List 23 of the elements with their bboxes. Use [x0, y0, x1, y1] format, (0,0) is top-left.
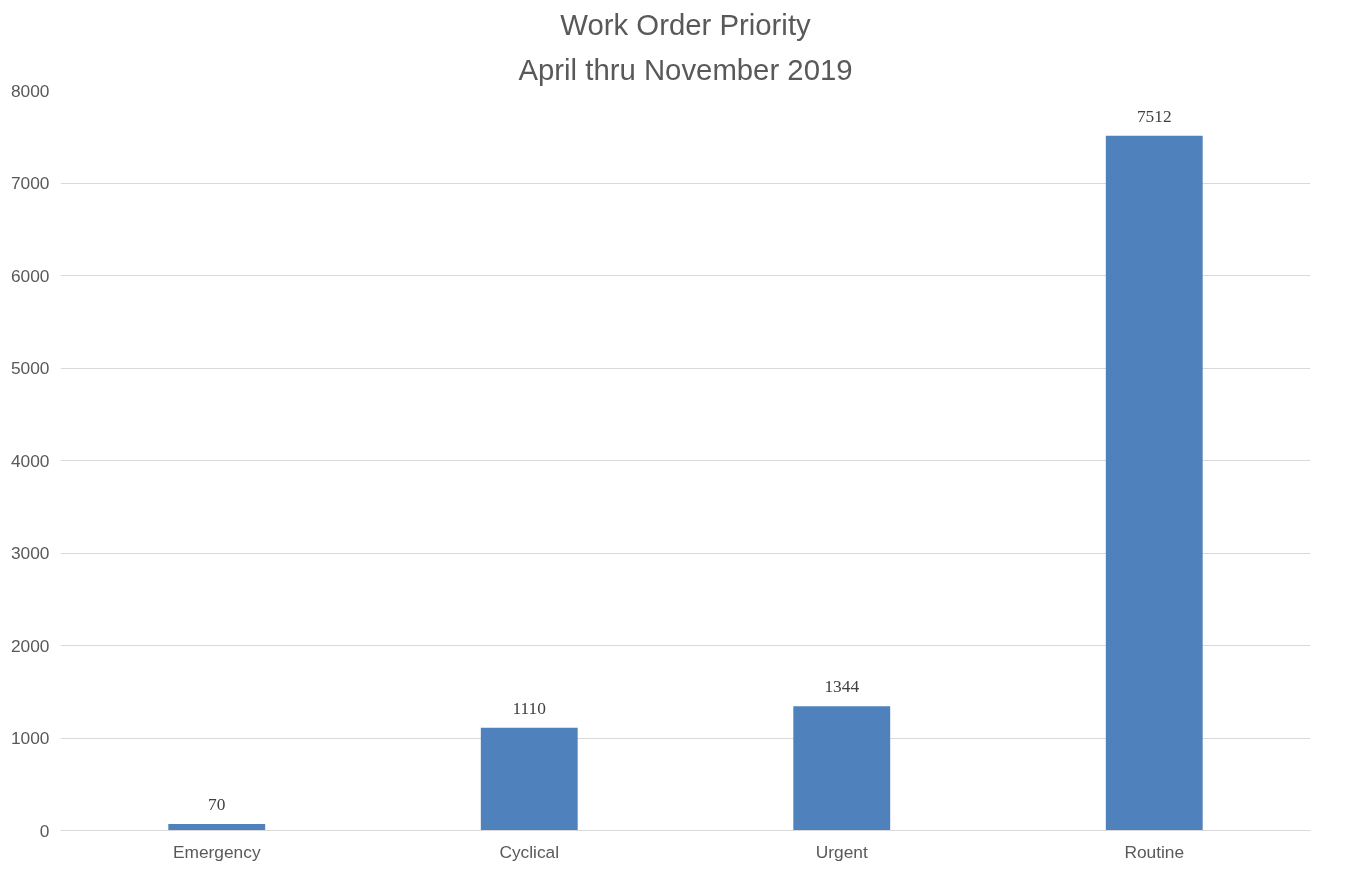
y-tick-label: 5000 — [10, 358, 50, 378]
y-tick-label: 3000 — [10, 543, 50, 563]
bar — [1105, 135, 1203, 831]
data-label: 1110 — [512, 698, 546, 718]
data-label: 1344 — [824, 677, 860, 697]
y-tick-label: 2000 — [10, 635, 50, 656]
y-tick-label: 7000 — [10, 173, 50, 193]
x-tick-label: Emergency — [172, 841, 261, 862]
y-tick-label: 8000 — [10, 80, 50, 101]
bar — [793, 706, 891, 831]
chart-title: Work Order Priority — [560, 7, 812, 41]
x-tick-label: Urgent — [815, 841, 868, 862]
chart-subtitle: April thru November 2019 — [518, 52, 853, 86]
y-tick-label: 4000 — [10, 450, 50, 471]
y-tick-label: 1000 — [10, 728, 50, 748]
data-label: 7512 — [1136, 106, 1172, 126]
data-label: 70 — [208, 795, 226, 815]
x-tick-label: Routine — [1124, 841, 1185, 862]
y-tick-label: 0 — [39, 820, 50, 841]
x-tick-label: Cyclical — [499, 841, 560, 862]
bar — [480, 727, 578, 831]
y-tick-label: 6000 — [10, 265, 50, 286]
bar — [168, 824, 266, 831]
